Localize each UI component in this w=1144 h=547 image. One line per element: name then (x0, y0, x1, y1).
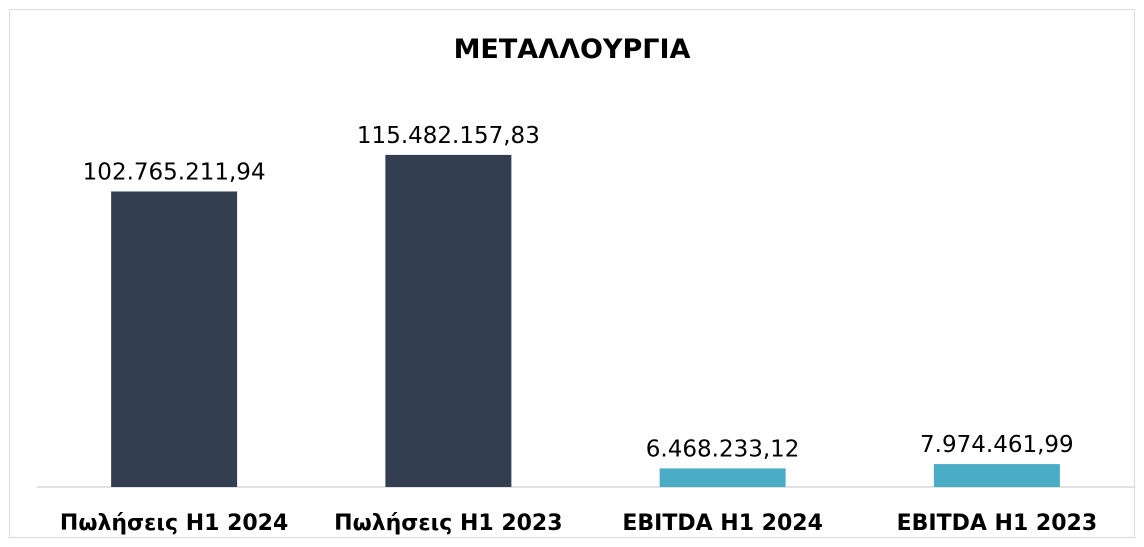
bar-4 (933, 464, 1060, 487)
category-label-2: Πωλήσεις H1 2023 (334, 511, 562, 536)
category-label-4: EBITDA H1 2023 (897, 511, 1098, 536)
category-label-1: Πωλήσεις H1 2024 (60, 511, 288, 536)
data-label-2: 115.482.157,83 (357, 123, 540, 149)
data-label-4: 7.974.461,99 (920, 432, 1074, 458)
data-label-1: 102.765.211,94 (83, 159, 266, 185)
chart-title: ΜΕΤΑΛΛΟΥΡΓΙΑ (453, 34, 691, 65)
bar-1 (111, 191, 238, 487)
data-label-3: 6.468.233,12 (646, 436, 800, 462)
category-label-3: EBITDA H1 2024 (622, 511, 823, 536)
bar-2 (385, 154, 512, 488)
bar-3 (659, 468, 786, 487)
